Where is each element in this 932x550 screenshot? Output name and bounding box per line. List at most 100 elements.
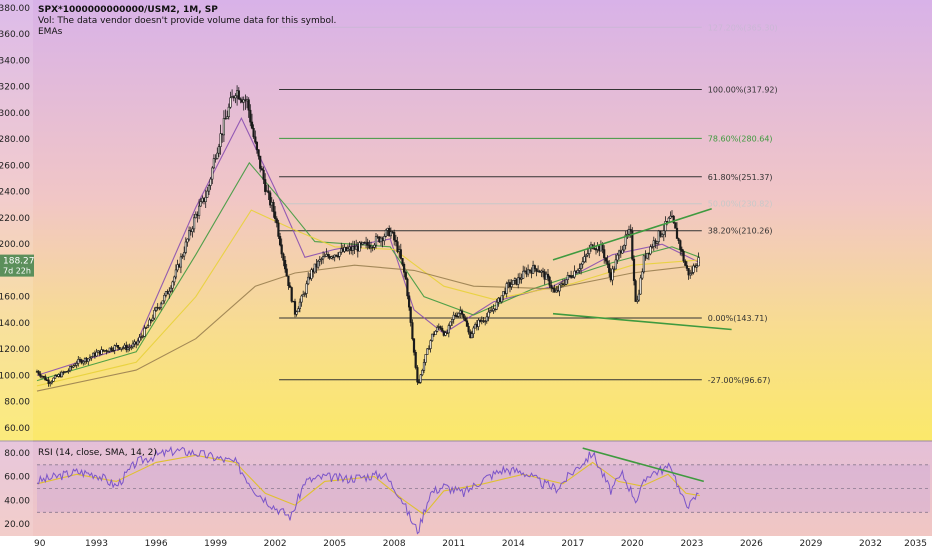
candle-body bbox=[227, 106, 230, 117]
candle-body bbox=[689, 273, 692, 276]
candle-body bbox=[558, 284, 561, 292]
candle-body bbox=[419, 374, 422, 383]
candle-body bbox=[52, 377, 55, 382]
candle-body bbox=[500, 295, 503, 303]
candle-body bbox=[72, 365, 75, 368]
candle-body bbox=[105, 350, 108, 352]
candle-body bbox=[604, 257, 607, 262]
time-tick-label: 2011 bbox=[442, 539, 465, 549]
candle-body bbox=[660, 234, 664, 237]
candle-body bbox=[113, 345, 116, 351]
candle-body bbox=[563, 283, 566, 286]
candle-body bbox=[409, 306, 412, 323]
volume-note: Vol: The data vendor doesn't provide vol… bbox=[38, 16, 336, 26]
candle-body bbox=[287, 275, 290, 287]
candle-body bbox=[155, 307, 158, 311]
candle-body bbox=[221, 133, 224, 136]
candle-body bbox=[507, 282, 510, 284]
candle-body bbox=[260, 168, 264, 171]
candle-body bbox=[679, 240, 682, 250]
candle-body bbox=[346, 248, 350, 251]
candle-body bbox=[87, 358, 90, 362]
candle-body bbox=[103, 350, 106, 352]
candle-body bbox=[297, 308, 300, 313]
candle-body bbox=[480, 320, 483, 322]
candle-body bbox=[224, 118, 227, 120]
candle-body bbox=[85, 357, 88, 362]
rsi-indicator-label[interactable]: RSI (14, close, SMA, 14, 2) bbox=[38, 448, 157, 458]
candle-body bbox=[120, 347, 123, 350]
candle-body bbox=[341, 248, 345, 252]
candle-body bbox=[209, 178, 212, 186]
candle-body bbox=[270, 202, 273, 206]
candle-body bbox=[254, 136, 257, 143]
candle-body bbox=[655, 241, 659, 244]
price-tick-label: 380.00 bbox=[0, 4, 30, 14]
candle-body bbox=[331, 256, 335, 258]
trend-lines[interactable] bbox=[552, 208, 732, 331]
candle-body bbox=[323, 255, 326, 258]
candle-body bbox=[328, 255, 331, 259]
candle-body bbox=[231, 96, 234, 99]
candle-body bbox=[194, 213, 197, 219]
time-axis[interactable]: 90 1993 1996 1999 2002 2005 2008 2011 2014 2017 20… bbox=[34, 539, 927, 549]
time-tick-label: 2005 bbox=[323, 539, 346, 549]
price-tick-label: 260.00 bbox=[0, 162, 30, 172]
candle-body bbox=[690, 272, 693, 274]
time-tick-label: 1993 bbox=[85, 539, 108, 549]
candle-body bbox=[546, 273, 550, 278]
price-tick-label: 240.00 bbox=[0, 188, 30, 198]
candle-body bbox=[401, 258, 404, 265]
symbol-title[interactable]: SPX*1000000000000/USM2, 1M, SP bbox=[38, 5, 218, 15]
candle-body bbox=[442, 330, 445, 336]
candle-body bbox=[75, 363, 78, 366]
rsi-tick-label: 60.00 bbox=[4, 473, 30, 483]
candle-body bbox=[396, 241, 399, 252]
candle-body bbox=[290, 287, 293, 302]
fib-level-label: -27.00%(96.67) bbox=[708, 376, 771, 385]
rsi-axis[interactable]: 80.00 60.00 40.00 20.00 bbox=[4, 449, 30, 530]
candle-body bbox=[237, 90, 240, 100]
fibonacci-retracement[interactable]: 100.00%(317.92) 78.60%(280.64) 61.80%(251.… bbox=[279, 23, 778, 385]
candle-body bbox=[565, 279, 568, 285]
time-tick-label: 2002 bbox=[264, 539, 287, 549]
candle-body bbox=[513, 278, 516, 281]
candle-body bbox=[222, 118, 226, 136]
fib-level-label: 0.00%(143.71) bbox=[708, 314, 768, 323]
candle-body bbox=[422, 362, 426, 371]
ema-line bbox=[36, 209, 700, 387]
candle-body bbox=[45, 379, 48, 381]
price-pane-background bbox=[0, 0, 932, 441]
bar-countdown: 7d 22h bbox=[3, 267, 31, 276]
candle-body bbox=[191, 228, 194, 232]
candle-body bbox=[107, 350, 110, 353]
ema-indicator-label[interactable]: EMAs bbox=[38, 27, 63, 37]
candle-body bbox=[183, 252, 186, 257]
candle-body bbox=[275, 218, 278, 224]
last-price-value: 188.27 bbox=[3, 257, 35, 267]
candle-body bbox=[651, 246, 654, 248]
candle-body bbox=[394, 239, 398, 242]
candle-body bbox=[168, 290, 171, 295]
candle-body bbox=[538, 270, 541, 273]
candle-body bbox=[452, 314, 455, 320]
candle-body bbox=[445, 332, 449, 334]
candle-body bbox=[470, 333, 474, 339]
candle-body bbox=[326, 254, 330, 257]
candle-body bbox=[667, 217, 670, 223]
candle-body bbox=[608, 263, 611, 273]
candle-body bbox=[169, 287, 173, 292]
candle-body bbox=[449, 321, 452, 326]
candle-body bbox=[350, 246, 353, 251]
candle-body bbox=[70, 366, 73, 368]
candle-body bbox=[44, 376, 47, 381]
candle-body bbox=[664, 221, 667, 232]
price-tick-label: 340.00 bbox=[0, 57, 30, 67]
candle-body bbox=[528, 269, 531, 272]
price-axis[interactable]: 380.00 360.00 340.00 320.00 300.00 280.00 260.… bbox=[0, 4, 30, 434]
candle-body bbox=[588, 248, 591, 254]
candle-body bbox=[88, 357, 91, 360]
candle-body bbox=[252, 128, 255, 138]
